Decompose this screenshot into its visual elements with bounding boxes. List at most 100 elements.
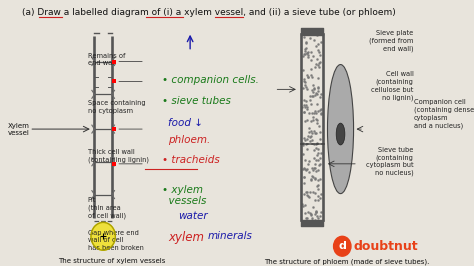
Point [309, 174, 316, 178]
Point [300, 34, 308, 39]
Point [302, 103, 310, 107]
Point [309, 88, 316, 92]
Point [304, 50, 312, 55]
Text: water: water [178, 211, 208, 221]
Point [305, 130, 313, 134]
Point [311, 177, 319, 181]
Point [311, 162, 319, 167]
Point [311, 131, 319, 135]
Point [307, 57, 314, 62]
Point [309, 131, 316, 135]
Point [306, 135, 314, 139]
Point [312, 44, 319, 48]
Point [316, 60, 323, 65]
Point [308, 177, 315, 181]
Text: The structure of xylem vessels: The structure of xylem vessels [58, 258, 165, 264]
Point [301, 103, 308, 108]
Point [310, 90, 317, 94]
Point [299, 202, 306, 206]
Point [301, 157, 309, 162]
Point [304, 55, 312, 60]
Point [309, 94, 317, 98]
Point [311, 198, 319, 202]
Point [311, 93, 319, 97]
Point [315, 109, 322, 113]
Point [302, 41, 310, 45]
Point [314, 76, 322, 80]
Point [301, 175, 308, 179]
Point [307, 102, 315, 106]
Point [311, 218, 319, 222]
Point [299, 143, 307, 147]
Text: • xylem
  vessels: • xylem vessels [162, 185, 206, 206]
Point [315, 151, 322, 155]
Point [300, 181, 308, 185]
Point [302, 142, 310, 146]
Point [315, 50, 322, 54]
Point [301, 52, 309, 56]
Point [311, 166, 319, 171]
Point [314, 42, 322, 46]
Point [312, 130, 320, 135]
Point [310, 168, 317, 172]
Point [300, 166, 308, 171]
Point [310, 205, 317, 209]
Point [303, 193, 311, 197]
Point [304, 161, 312, 166]
Point [317, 156, 324, 160]
Point [318, 39, 325, 44]
Point [301, 80, 309, 84]
Point [316, 162, 323, 166]
Point [315, 65, 323, 70]
Point [317, 130, 324, 134]
Point [303, 147, 310, 151]
Point [308, 216, 316, 220]
Point [314, 182, 322, 187]
Point [302, 39, 310, 44]
Point [299, 152, 307, 156]
Point [300, 54, 307, 59]
Point [313, 102, 320, 106]
Point [307, 134, 315, 138]
Point [304, 52, 312, 57]
Point [310, 148, 318, 152]
Point [316, 196, 324, 200]
Text: The structure of phloem (made of sieve tubes).: The structure of phloem (made of sieve t… [264, 258, 429, 265]
Circle shape [334, 236, 351, 256]
Point [301, 175, 308, 179]
Point [314, 158, 321, 163]
Point [300, 98, 308, 102]
Text: Companion cell
(containing dense
cytoplasm
and a nucleus): Companion cell (containing dense cytopla… [413, 99, 474, 129]
Point [305, 170, 313, 174]
Text: Space containing
no cytoplasm: Space containing no cytoplasm [88, 100, 146, 114]
Point [306, 139, 314, 143]
Text: xylem: xylem [168, 231, 204, 244]
Point [314, 168, 322, 172]
Point [301, 118, 309, 123]
Point [310, 111, 318, 115]
Point [301, 77, 308, 82]
Point [299, 105, 306, 109]
Point [302, 99, 310, 103]
Point [303, 51, 311, 55]
Point [306, 110, 313, 115]
Point [301, 167, 309, 171]
Point [317, 53, 324, 57]
Point [309, 111, 316, 115]
Point [302, 216, 310, 221]
Point [301, 105, 309, 109]
Text: minerals: minerals [207, 231, 252, 241]
Point [317, 92, 325, 96]
Point [314, 187, 322, 191]
Text: phloem.: phloem. [168, 135, 210, 145]
Point [300, 204, 307, 209]
Point [311, 176, 319, 180]
Point [312, 61, 320, 66]
Text: (a) Draw a labelled diagram of (i) a xylem vessel, and (ii) a sieve tube (or phl: (a) Draw a labelled diagram of (i) a xyl… [22, 8, 396, 17]
Point [308, 119, 315, 123]
Point [303, 107, 310, 111]
Point [303, 51, 311, 55]
Point [313, 118, 320, 122]
Point [311, 32, 319, 36]
Point [301, 79, 308, 83]
